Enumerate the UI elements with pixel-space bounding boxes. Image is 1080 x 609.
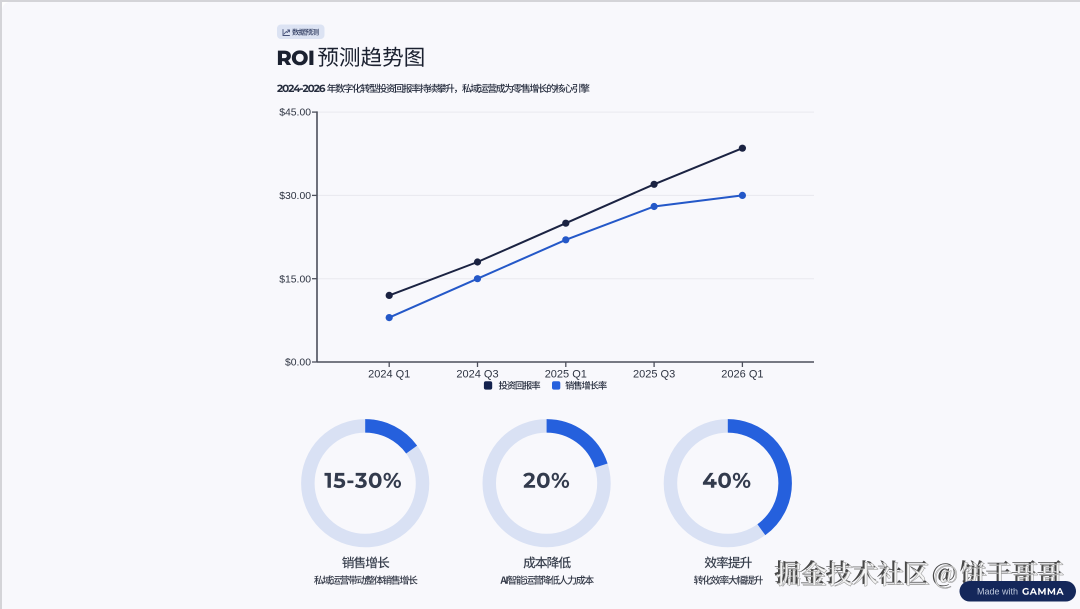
svg-text:$0.00: $0.00 (285, 358, 311, 369)
svg-text:$45.00: $45.00 (279, 108, 311, 119)
svg-text:Made with: Made with (977, 587, 1018, 597)
svg-text:2024 Q1: 2024 Q1 (368, 369, 410, 381)
svg-text:$30.00: $30.00 (279, 191, 311, 202)
svg-text:2024 Q3: 2024 Q3 (456, 369, 498, 381)
svg-text:2025 Q3: 2025 Q3 (633, 369, 675, 381)
svg-text:$15.00: $15.00 (279, 274, 311, 285)
svg-text:2025 Q1: 2025 Q1 (545, 369, 587, 381)
svg-text:2026 Q1: 2026 Q1 (721, 369, 763, 381)
